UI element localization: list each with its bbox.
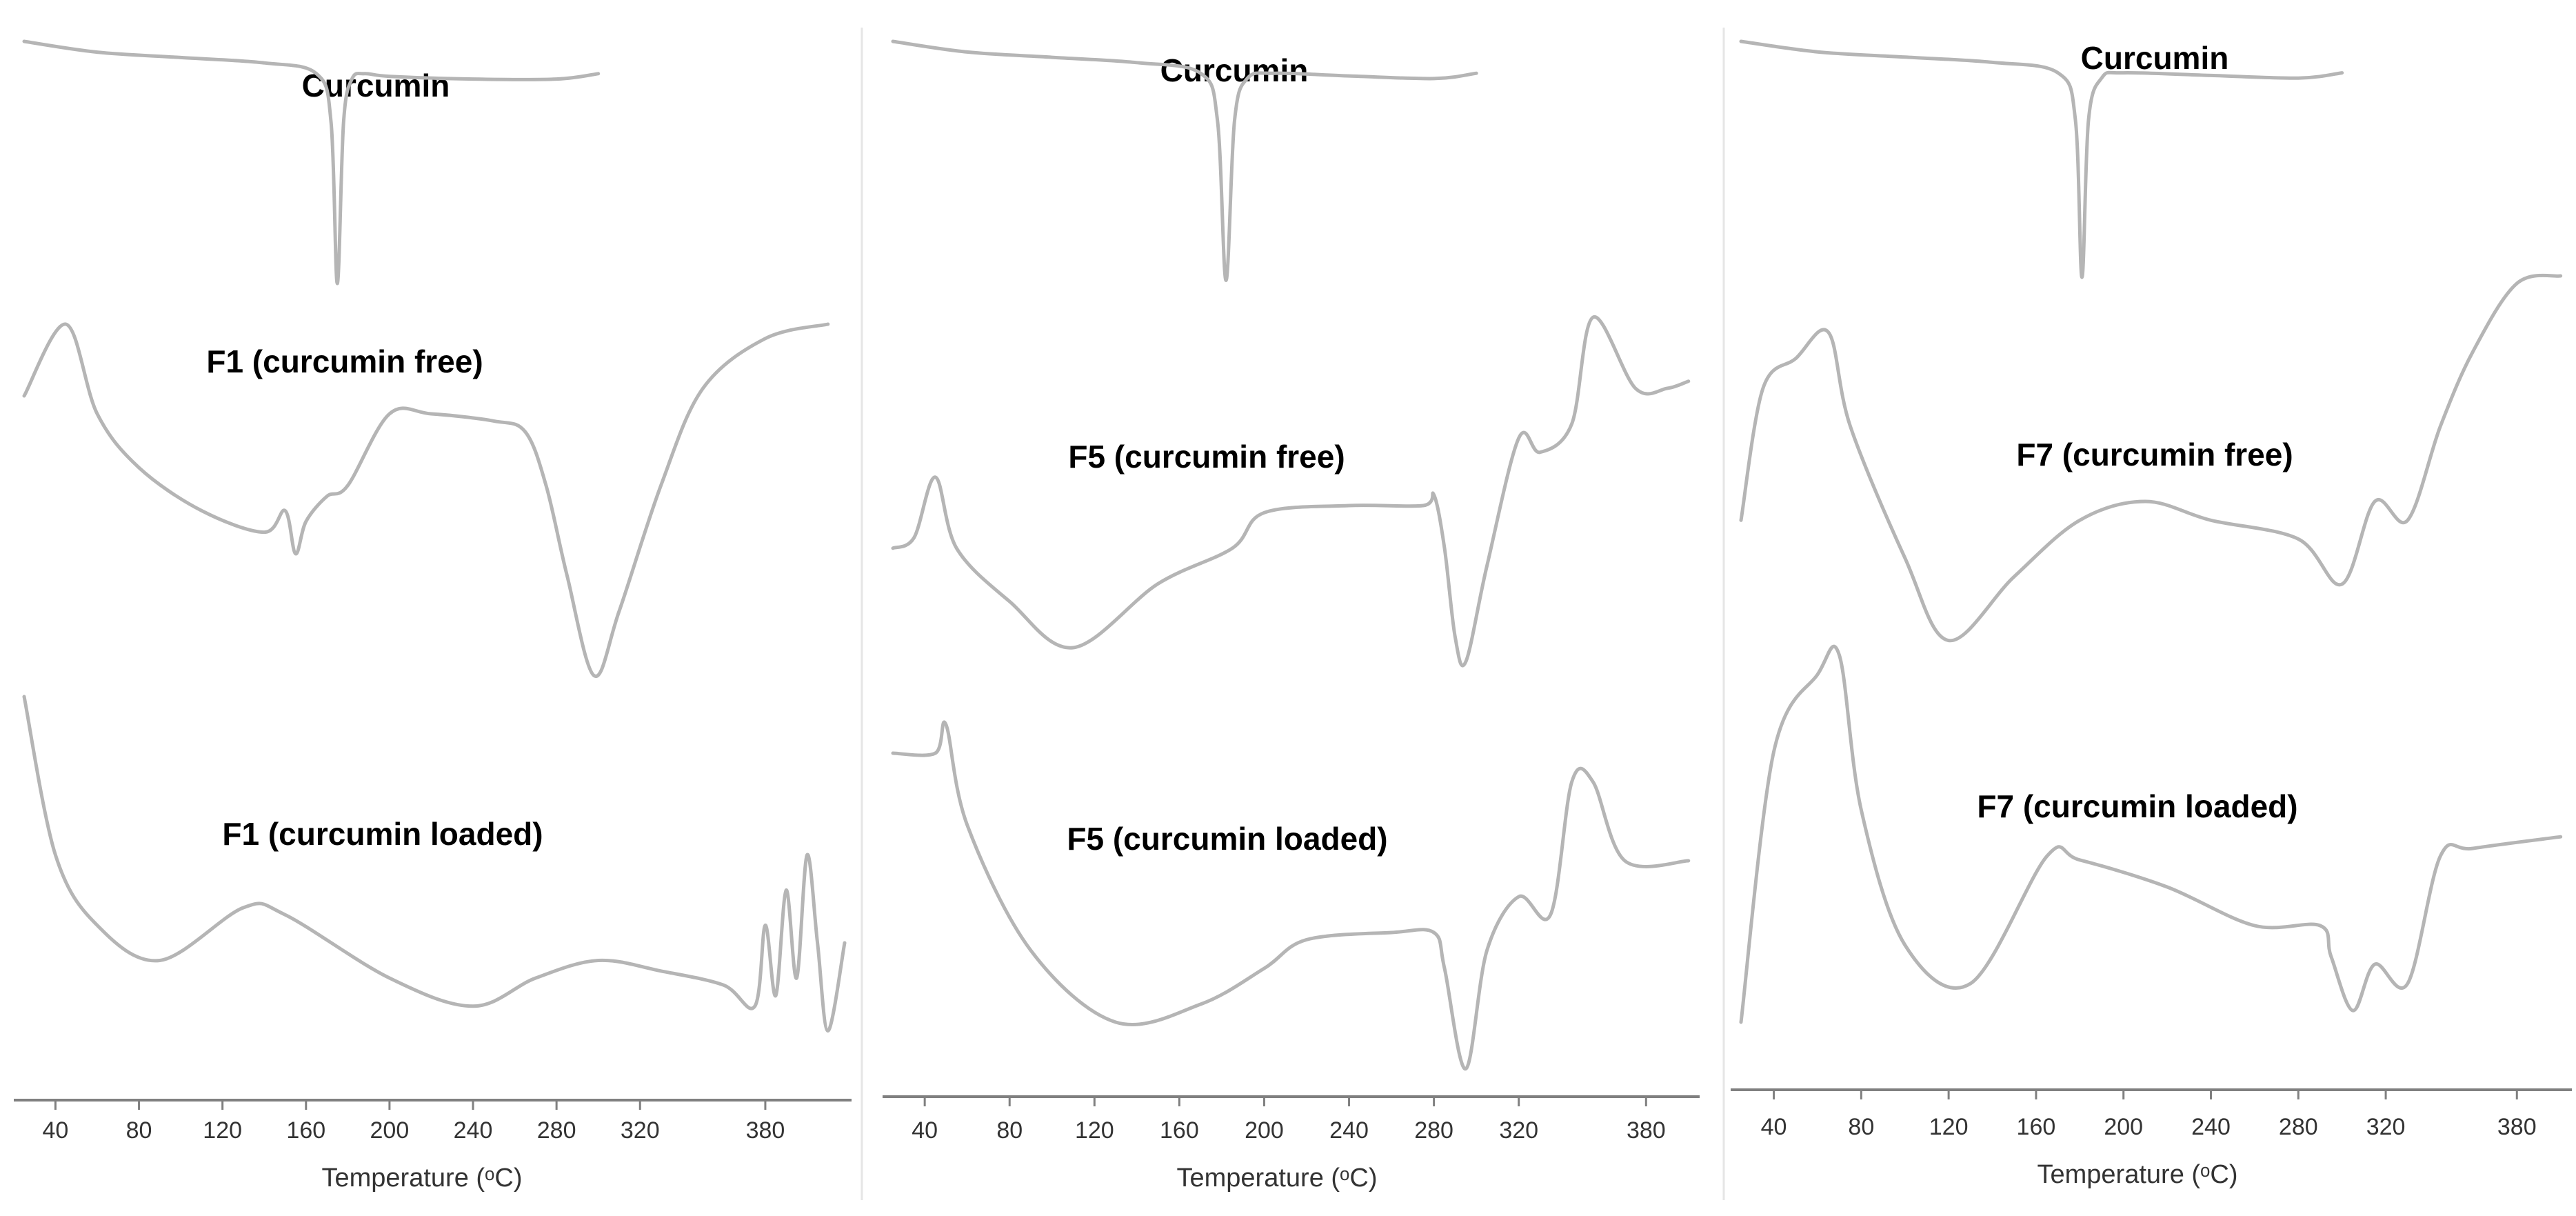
x-tick-label: 160 (286, 1117, 325, 1144)
x-tick-label: 240 (1329, 1117, 1369, 1144)
panel-f5: Curcumin F5 (curcumin free) F5 (curcumin… (883, 39, 1700, 1193)
x-tick-label: 280 (1414, 1117, 1453, 1144)
series-line-f1-curcumin-loaded (22, 695, 847, 1033)
panel-f7: Curcumin F7 (curcumin free) F7 (curcumin… (1731, 39, 2572, 1189)
series-line-f5-curcumin-free (891, 315, 1691, 668)
x-tick-label: 380 (1627, 1117, 1666, 1144)
x-tick-label: 160 (2017, 1114, 2056, 1140)
trace-label-f7-free: F7 (curcumin free) (2016, 437, 2293, 472)
series-line-curcumin (891, 39, 1478, 282)
x-axis-title: Temperature (ᵒC) (1177, 1164, 1378, 1193)
x-tick-label: 320 (2366, 1114, 2406, 1140)
x-tick-label: 380 (2497, 1114, 2537, 1140)
x-tick-label: 80 (1848, 1114, 1874, 1140)
series-line-curcumin (1739, 39, 2344, 279)
trace-label-f7-loaded: F7 (curcumin loaded) (1977, 788, 2297, 824)
x-tick-label: 200 (1245, 1117, 1284, 1144)
x-tick-label: 320 (621, 1117, 660, 1144)
panel-curves (22, 39, 847, 1033)
x-axis: 40 80 120 160 200 240 280 320 380 (14, 1099, 852, 1144)
x-tick-label: 240 (2191, 1114, 2231, 1140)
x-tick-label: 40 (912, 1117, 938, 1144)
x-tick-label: 280 (2279, 1114, 2318, 1140)
trace-label-curcumin: Curcumin (2081, 40, 2229, 76)
panel-curves (1739, 39, 2563, 1024)
x-axis-title: Temperature (ᵒC) (2037, 1160, 2238, 1189)
x-tick-label: 80 (996, 1117, 1023, 1144)
x-axis: 40 80 120 160 200 240 280 320 380 (1731, 1088, 2572, 1140)
series-line-f1-curcumin-free (22, 322, 830, 678)
x-tick-label: 160 (1160, 1117, 1199, 1144)
series-line-f5-curcumin-loaded (891, 720, 1691, 1071)
trace-label-f1-free: F1 (curcumin free) (206, 343, 483, 379)
x-tick-label: 280 (537, 1117, 576, 1144)
panel-curves (891, 39, 1691, 1071)
x-tick-label: 120 (1929, 1114, 1969, 1140)
x-tick-label: 200 (370, 1117, 410, 1144)
x-tick-label: 40 (43, 1117, 69, 1144)
series-line-f7-curcumin-free (1739, 273, 2563, 643)
trace-label-curcumin: Curcumin (1160, 52, 1309, 88)
x-tick-label: 240 (454, 1117, 493, 1144)
x-tick-label: 200 (2104, 1114, 2143, 1140)
x-axis: 40 80 120 160 200 240 280 320 380 (883, 1095, 1700, 1144)
x-tick-label: 120 (203, 1117, 242, 1144)
series-line-f7-curcumin-loaded (1739, 644, 2563, 1024)
x-axis-title: Temperature (ᵒC) (322, 1164, 523, 1193)
series-line-curcumin (22, 39, 601, 286)
x-tick-label: 40 (1761, 1114, 1787, 1140)
trace-label-f5-free: F5 (curcumin free) (1068, 439, 1345, 475)
trace-label-f5-loaded: F5 (curcumin loaded) (1067, 821, 1387, 857)
x-tick-label: 320 (1499, 1117, 1538, 1144)
x-tick-label: 380 (746, 1117, 785, 1144)
x-tick-label: 80 (126, 1117, 152, 1144)
x-tick-label: 120 (1075, 1117, 1114, 1144)
trace-label-f1-loaded: F1 (curcumin loaded) (222, 816, 543, 852)
panel-f1: Curcumin F1 (curcumin free) F1 (curcumin… (14, 39, 852, 1193)
